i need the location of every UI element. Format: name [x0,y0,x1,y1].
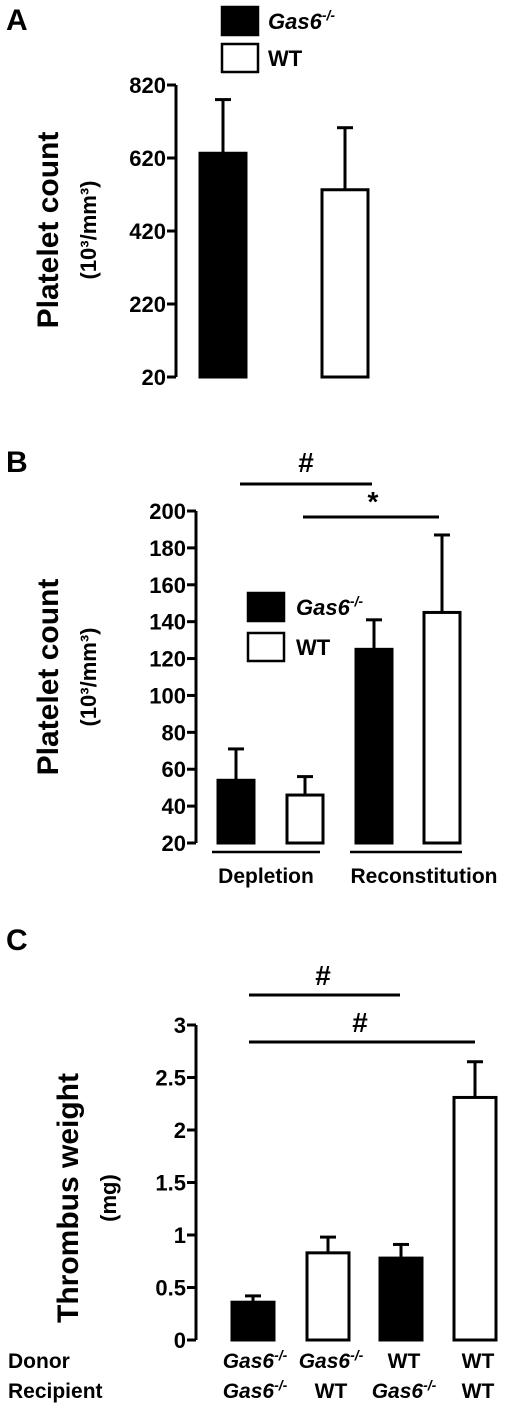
bar [287,795,323,843]
y-tick-label: 80 [162,720,186,745]
bar [218,780,254,843]
panel-a-ylabel-unit: (10³/mm³) [76,180,101,279]
y-tick-label: 20 [142,365,166,390]
y-tick-label: 120 [149,647,186,672]
row-label-recipient: Recipient [8,1380,103,1403]
y-tick-label: 0 [174,1328,186,1353]
category-label: Gas6-/- [223,1377,288,1403]
bar [307,1253,349,1340]
y-tick-label: 0.5 [155,1276,186,1301]
panel-c-category-labels: Gas6-/- Gas6-/- WT WT Gas6-/- WT Gas6-/- WT [223,1347,495,1403]
category-label: WT [462,1350,495,1373]
y-tick-label: 160 [149,573,186,598]
panel-c-significance: # # [249,960,475,1042]
y-tick-label: 820 [129,73,166,98]
significance-marker: # [352,1007,368,1038]
significance-marker: # [298,447,314,478]
y-tick-label: 220 [129,292,166,317]
y-tick-label: 2 [174,1118,186,1143]
panel-c-letter: C [6,924,28,957]
bar [380,1258,422,1340]
bar [232,1302,274,1340]
y-tick-label: 40 [162,794,186,819]
legend-label-wt: WT [296,635,331,660]
bar [424,612,460,843]
group-label-depletion: Depletion [218,865,314,888]
panel-c-ylabel: Thrombus weight [52,1073,85,1323]
bar [356,649,392,843]
y-tick-label: 2.5 [155,1066,186,1091]
category-label: Gas6-/- [299,1347,364,1373]
legend-swatch-gas6 [248,593,284,621]
panel-a-ylabel: Platelet count [32,132,65,329]
row-label-donor: Donor [8,1350,70,1373]
bar [454,1097,496,1340]
y-tick-label: 180 [149,536,186,561]
panel-a-y-axis: 20 220 420 620 820 [129,73,176,390]
group-label-reconstitution: Reconstitution [351,865,498,888]
y-tick-label: 60 [162,757,186,782]
category-label: WT [388,1350,421,1373]
legend-swatch-gas6 [222,7,258,35]
panel-b-significance: # * [240,447,439,517]
panel-a-bars [200,100,368,377]
y-tick-label: 620 [129,146,166,171]
panel-b: B Platelet count (10³/mm³) 20 40 60 80 100 12… [6,446,498,888]
panel-b-letter: B [6,446,28,479]
legend-swatch-wt [248,633,284,661]
panel-c-ylabel-unit: (mg) [96,1174,121,1222]
legend-label-wt: WT [268,46,303,71]
panel-a-legend: Gas6-/- WT [222,7,335,72]
category-label: Gas6-/- [372,1377,437,1403]
panel-a: A Platelet count (10³/mm³) 20 220 420 620 82… [6,4,368,390]
panel-b-groups: Depletion Reconstitution [212,852,498,888]
y-tick-label: 1.5 [155,1171,186,1196]
panel-a-letter: A [6,4,28,37]
legend-label-gas6: Gas6-/- [268,7,335,34]
y-tick-label: 420 [129,219,166,244]
y-tick-label: 1 [174,1223,186,1248]
panel-b-y-axis: 20 40 60 80 100 120 140 160 180 200 [149,499,196,856]
legend-swatch-wt [222,44,258,72]
legend-label-gas6: Gas6-/- [296,593,363,620]
panel-b-ylabel-unit: (10³/mm³) [76,627,101,726]
panel-b-bars [218,535,460,843]
panel-c-y-axis: 0 0.5 1 1.5 2 2.5 3 [155,1013,196,1353]
category-label: WT [462,1380,495,1403]
bar [322,190,368,377]
panel-b-legend: Gas6-/- WT [248,593,363,661]
panel-c-bars [232,1062,496,1340]
y-tick-label: 20 [162,831,186,856]
y-tick-label: 140 [149,610,186,635]
panel-b-ylabel: Platelet count [32,579,65,776]
significance-marker: * [368,486,379,517]
significance-marker: # [315,960,331,991]
y-tick-label: 3 [174,1013,186,1038]
y-tick-label: 200 [149,499,186,524]
bar [200,153,246,377]
y-tick-label: 100 [149,683,186,708]
category-label: WT [315,1380,348,1403]
category-label: Gas6-/- [223,1347,288,1373]
panel-c: C Thrombus weight (mg) 0 0.5 1 1.5 2 2.5 3 # #… [6,924,496,1403]
